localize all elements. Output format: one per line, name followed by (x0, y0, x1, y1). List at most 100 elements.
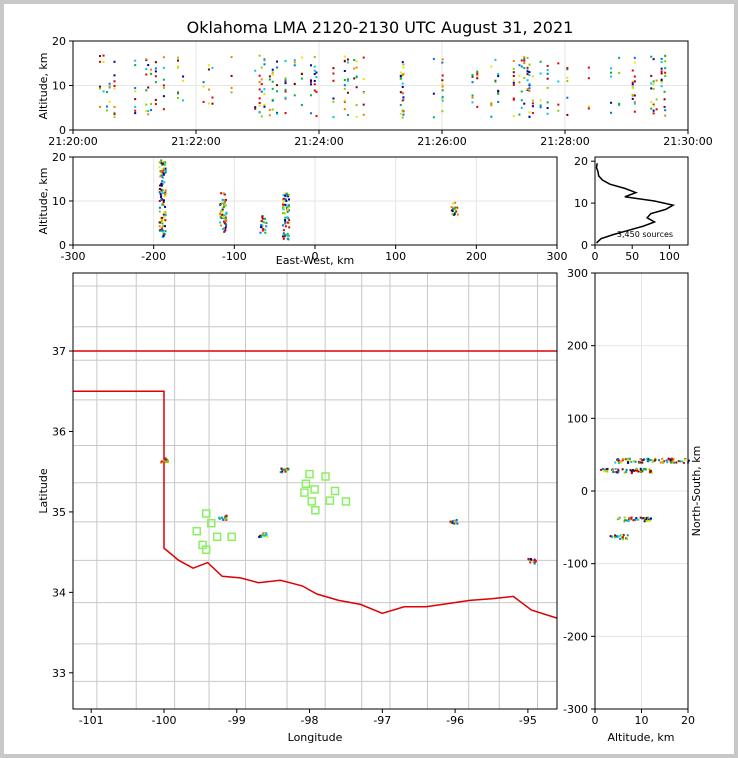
time-altitude-point (523, 56, 526, 59)
northsouth-point (654, 457, 657, 460)
northsouth-point (682, 461, 685, 464)
time-altitude-point (147, 113, 150, 116)
eastwest-point (158, 200, 161, 203)
northsouth-point (666, 461, 669, 464)
time-altitude-point (276, 112, 279, 115)
eastwest-point (283, 222, 286, 225)
northsouth-point (633, 469, 636, 472)
time-altitude-point (353, 67, 356, 70)
northsouth-point (649, 469, 652, 472)
eastwest-point (162, 224, 165, 227)
time-altitude-point (512, 79, 515, 82)
time-altitude-point (512, 97, 515, 100)
eastwest-point (160, 170, 163, 173)
northsouth-point (648, 468, 651, 471)
eastwest-point (288, 226, 291, 229)
time-altitude-point (476, 72, 479, 75)
time-altitude-point (520, 59, 523, 62)
eastwest-point (158, 206, 161, 209)
northsouth-point (629, 469, 632, 472)
plan-view-point (284, 470, 287, 473)
time-altitude-point (546, 64, 549, 67)
time-altitude-point (145, 58, 148, 61)
eastwest-point (284, 216, 287, 219)
time-altitude-point (258, 102, 261, 105)
eastwest-point (454, 201, 457, 204)
x-tick-label: -300 (61, 250, 86, 263)
time-altitude-point (399, 112, 402, 115)
time-altitude-point (664, 109, 667, 112)
time-altitude-point (650, 107, 653, 110)
eastwest-point (282, 229, 285, 232)
time-altitude-point (660, 72, 663, 75)
northsouth-point (612, 468, 615, 471)
time-altitude-point (566, 76, 569, 79)
latitude-label: Latitude (37, 468, 50, 514)
time-altitude-point (113, 113, 116, 116)
time-altitude-point (655, 108, 658, 111)
northsouth-point (625, 457, 628, 460)
y-tick-label: 20 (52, 151, 66, 164)
time-altitude-point (99, 55, 102, 58)
time-altitude-point (162, 86, 165, 89)
eastwest-point (223, 200, 226, 203)
lma-station-marker (311, 506, 320, 515)
plan-view-point (449, 520, 452, 523)
eastwest-point (164, 189, 167, 192)
eastwest-point (224, 215, 227, 218)
eastwest-point (262, 220, 265, 223)
time-altitude-point (355, 86, 358, 89)
eastwest-point (283, 206, 286, 209)
eastwest-point (164, 214, 167, 217)
time-altitude-point (106, 109, 109, 112)
northsouth-point (634, 469, 637, 472)
time-altitude-point (566, 67, 569, 70)
eastwest-point (164, 219, 167, 222)
time-altitude-point (494, 80, 497, 83)
time-altitude-point (557, 109, 560, 112)
time-altitude-point (557, 62, 560, 65)
time-altitude-point (313, 56, 316, 59)
northsouth-point (617, 458, 620, 461)
time-altitude-point (258, 80, 261, 83)
northsouth-point (672, 457, 675, 460)
northsouth-point (640, 461, 643, 464)
eastwest-point (282, 208, 285, 211)
time-altitude-point (355, 66, 358, 69)
time-altitude-point (230, 74, 233, 77)
northsouth-point (643, 517, 646, 520)
eastwest-point (163, 225, 166, 228)
plan-view-point (451, 520, 454, 523)
time-altitude-point (546, 101, 549, 104)
time-altitude-point (490, 104, 493, 107)
time-altitude-point (113, 111, 116, 114)
eastwest-point (284, 225, 287, 228)
plan-view-point (165, 457, 168, 460)
eastwest-point (158, 161, 161, 164)
eastwest-xlabel: East-West, km (276, 254, 354, 267)
northsouth-point (622, 534, 625, 537)
eastwest-point (159, 175, 162, 178)
plan-view-point (529, 561, 532, 564)
time-altitude-point (343, 79, 346, 82)
eastwest-point (286, 195, 289, 198)
time-altitude-point (271, 73, 274, 76)
plan-view-point (164, 458, 167, 461)
eastwest-point (223, 230, 226, 233)
northsouth-point (626, 534, 629, 537)
time-altitude-point (652, 58, 655, 61)
y-tick-label: 200 (567, 340, 588, 353)
x-tick-label: 21:22:00 (171, 135, 220, 148)
time-altitude-point (313, 79, 316, 82)
time-altitude-point (293, 59, 296, 62)
time-altitude-point (401, 61, 404, 64)
eastwest-point (162, 204, 165, 207)
northsouth-point (646, 457, 649, 460)
plan-view-point (285, 469, 288, 472)
time-altitude-point (494, 58, 497, 61)
time-altitude-point (309, 94, 312, 97)
eastwest-point (159, 192, 162, 195)
time-altitude-panel: 21:20:00 21:22:00 21:24:00 21:26:00 21:28:00… (37, 35, 713, 148)
plan-view-point (456, 522, 459, 525)
plan-view-point (164, 460, 167, 463)
